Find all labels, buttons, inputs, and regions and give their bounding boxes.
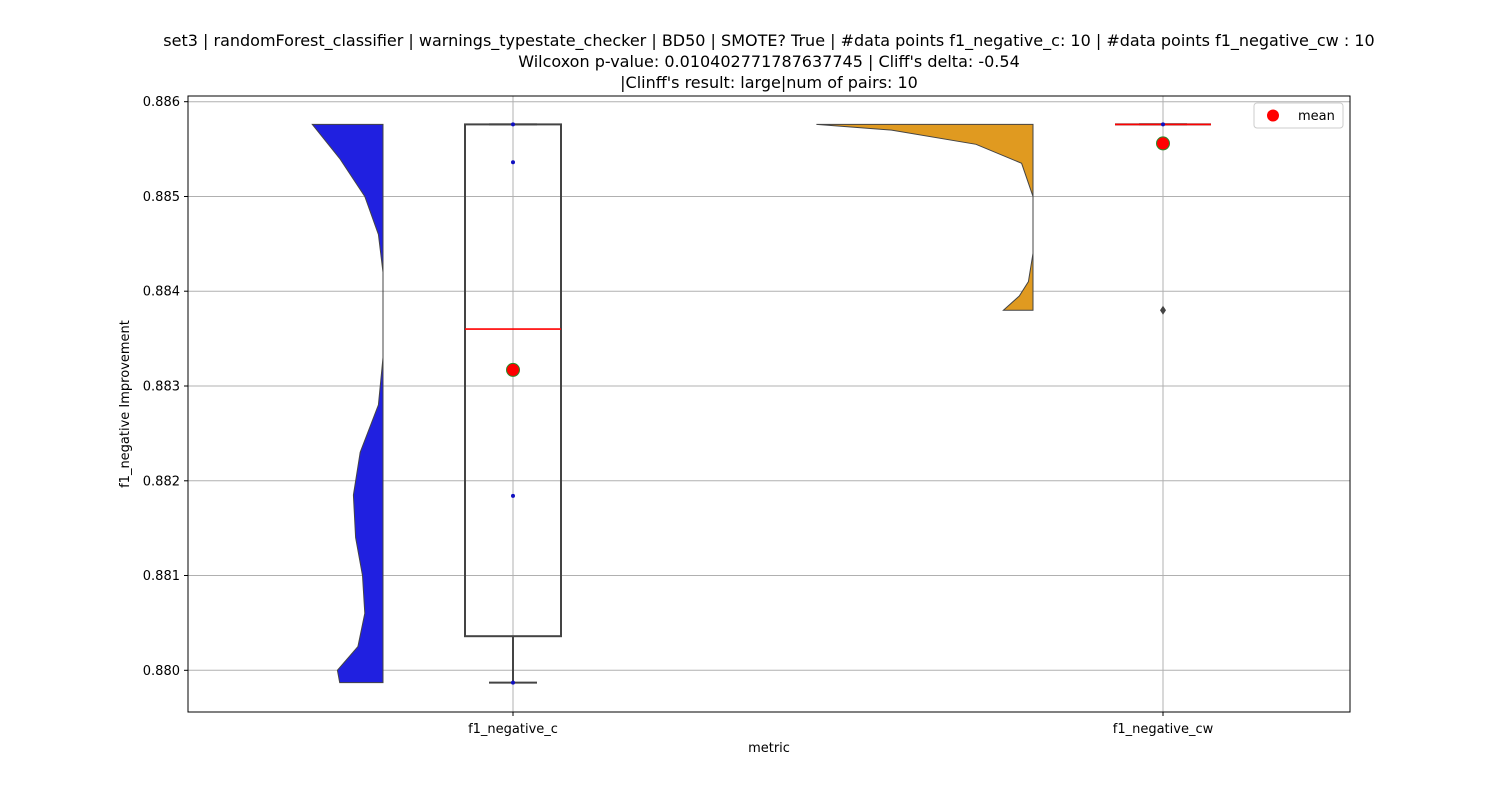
- x-axis-label: metric: [748, 741, 790, 756]
- outlier-marker: [1160, 305, 1166, 315]
- title-line-1: set3 | randomForest_classifier | warning…: [163, 31, 1374, 51]
- data-point: [511, 122, 515, 127]
- y-tick-label: 0.886: [143, 95, 180, 110]
- mean-marker-f1_negative_cw: [1156, 136, 1170, 151]
- title-line-2: Wilcoxon p-value: 0.010402771787637745 |…: [518, 52, 1020, 71]
- violin-f1_negative_c: [311, 123, 384, 684]
- mean-marker-f1_negative_c: [506, 362, 520, 377]
- y-tick-label: 0.884: [143, 285, 180, 300]
- x-axis: f1_negative_c f1_negative_cw: [468, 712, 1214, 737]
- violin-f1_negative_cw: [816, 123, 1034, 311]
- chart-title: set3 | randomForest_classifier | warning…: [163, 31, 1374, 92]
- data-point: [1161, 122, 1165, 127]
- title-line-3: |Clinff's result: large|num of pairs: 10: [620, 73, 918, 92]
- y-tick-label: 0.882: [143, 474, 180, 489]
- legend-mean-marker: [1267, 109, 1279, 122]
- data-point: [511, 680, 515, 685]
- y-axis: 0.880 0.881 0.882 0.883 0.884 0.885 0.886: [143, 95, 188, 679]
- data-point: [511, 493, 515, 498]
- y-tick-label: 0.880: [143, 664, 180, 679]
- y-tick-label: 0.885: [143, 190, 180, 205]
- x-tick-label: f1_negative_cw: [1113, 722, 1214, 737]
- legend-box: [1253, 102, 1344, 129]
- y-tick-label: 0.883: [143, 380, 180, 395]
- plot-marks: [311, 122, 1211, 685]
- legend: mean: [1253, 102, 1344, 129]
- x-tick-label: f1_negative_c: [468, 722, 558, 737]
- y-axis-label: f1_negative Improvement: [118, 320, 133, 488]
- data-point: [511, 160, 515, 165]
- plot-frame: [187, 95, 1351, 713]
- legend-mean-label: mean: [1298, 109, 1335, 124]
- y-tick-label: 0.881: [143, 569, 180, 584]
